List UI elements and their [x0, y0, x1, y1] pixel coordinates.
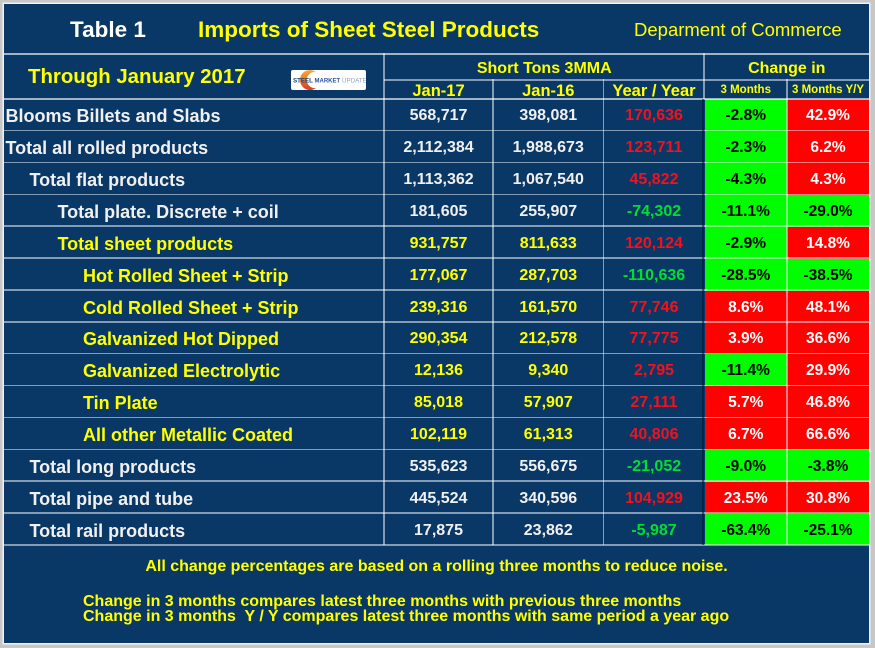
- svg-text:UPDATE: UPDATE: [342, 77, 366, 84]
- svg-text:STEEL: STEEL: [293, 77, 313, 84]
- svg-text:MARKET: MARKET: [315, 78, 341, 84]
